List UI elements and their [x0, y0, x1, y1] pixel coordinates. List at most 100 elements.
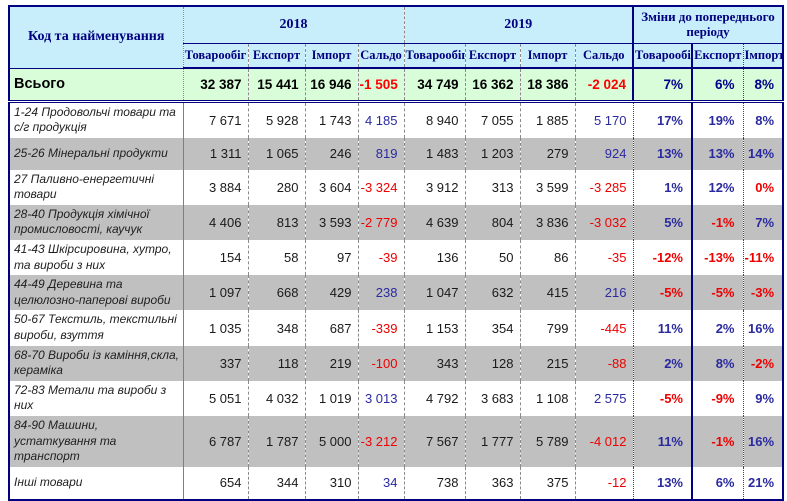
column-group-2019: 2019: [403, 6, 633, 44]
cell-turnover-change: 2%: [632, 345, 692, 381]
cell-export-2018: 813: [247, 204, 305, 241]
cell-balance-2019: 2 575: [574, 380, 633, 416]
col-header-turnover-change: Товарообіг: [632, 43, 692, 69]
row-label: 68-70 Вироби із каміння,скла, кераміка: [9, 345, 184, 381]
cell-turnover-change: 11%: [632, 310, 692, 346]
cell-turnover-change: 7%: [632, 68, 692, 103]
header-columns-row: Товарообіг Експорт Імпорт Сальдо Товароо…: [9, 43, 784, 69]
cell-balance-2019: -88: [574, 345, 633, 381]
cell-turnover-change: 13%: [632, 466, 692, 500]
cell-import-2019: 415: [519, 275, 575, 311]
cell-import-2019: 375: [519, 466, 575, 500]
cell-import-2019: 86: [519, 240, 575, 276]
cell-turnover-2019: 136: [403, 240, 465, 276]
cell-import-change: 8%: [742, 68, 784, 103]
cell-import-change: 16%: [742, 416, 784, 467]
cell-balance-2019: -3 032: [574, 204, 633, 241]
cell-export-2018: 1 065: [247, 137, 305, 170]
trade-statistics-table: Код та найменування 2018 2019 Зміни до п…: [8, 5, 785, 501]
trade-statistics-table-wrapper: Код та найменування 2018 2019 Зміни до п…: [8, 5, 787, 501]
cell-import-2018: 1 019: [304, 380, 358, 416]
cell-export-2018: 5 928: [247, 101, 305, 138]
cell-import-2018: 310: [304, 466, 358, 500]
cell-turnover-2018: 654: [183, 466, 248, 500]
cell-balance-2018: 3 013: [357, 380, 404, 416]
cell-export-2018: 348: [247, 310, 305, 346]
col-header-balance-2018: Сальдо: [357, 43, 404, 69]
cell-import-2018: 1 743: [304, 101, 358, 138]
cell-turnover-2019: 1 153: [403, 310, 465, 346]
cell-export-2019: 804: [464, 204, 520, 241]
cell-import-change: -3%: [742, 275, 784, 311]
col-header-import-2019: Імпорт: [519, 43, 575, 69]
cell-import-change: 9%: [742, 380, 784, 416]
cell-turnover-2019: 3 912: [403, 169, 465, 205]
cell-import-2019: 1 885: [519, 101, 575, 138]
cell-export-change: -9%: [691, 380, 743, 416]
col-header-turnover-2019: Товарообіг: [403, 43, 465, 69]
cell-turnover-2018: 3 884: [183, 169, 248, 205]
cell-turnover-change: -5%: [632, 380, 692, 416]
row-label: 41-43 Шкірсировина, хутро, та вироби з н…: [9, 240, 184, 276]
cell-turnover-change: -12%: [632, 240, 692, 276]
cell-import-change: 14%: [742, 137, 784, 170]
cell-import-2018: 687: [304, 310, 358, 346]
cell-export-change: 2%: [691, 310, 743, 346]
cell-import-2018: 429: [304, 275, 358, 311]
cell-turnover-2019: 4 792: [403, 380, 465, 416]
table-row: Інші товари 654 344 310 34 738 363 375 -…: [9, 466, 784, 500]
cell-turnover-2019: 34 749: [403, 68, 465, 103]
table-row: 27 Паливно-енергетичні товари 3 884 280 …: [9, 169, 784, 205]
cell-import-2019: 3 836: [519, 204, 575, 241]
cell-export-2019: 128: [464, 345, 520, 381]
row-label: 84-90 Машини, устаткування та транспорт: [9, 416, 184, 467]
cell-turnover-2018: 6 787: [183, 416, 248, 467]
cell-export-2018: 118: [247, 345, 305, 381]
cell-export-change: -1%: [691, 204, 743, 241]
cell-turnover-2018: 1 035: [183, 310, 248, 346]
cell-import-2019: 799: [519, 310, 575, 346]
cell-export-2019: 354: [464, 310, 520, 346]
cell-export-change: 19%: [691, 101, 743, 138]
col-header-turnover-2018: Товарообіг: [183, 43, 248, 69]
cell-export-2019: 3 683: [464, 380, 520, 416]
cell-turnover-change: 17%: [632, 101, 692, 138]
cell-export-2018: 280: [247, 169, 305, 205]
column-group-change: Зміни до попереднього періоду: [631, 6, 784, 44]
cell-export-change: -5%: [691, 275, 743, 311]
cell-balance-2019: 924: [574, 137, 633, 170]
cell-export-change: -1%: [691, 416, 743, 467]
col-header-balance-2019: Сальдо: [574, 43, 633, 69]
cell-turnover-2018: 1 097: [183, 275, 248, 311]
cell-balance-2018: -339: [357, 310, 404, 346]
row-label: 1-24 Продовольчі товари та с/г продукція: [9, 101, 184, 138]
cell-export-2018: 58: [247, 240, 305, 276]
cell-balance-2018: -39: [357, 240, 404, 276]
cell-balance-2019: -2 024: [574, 68, 633, 103]
cell-import-2018: 97: [304, 240, 358, 276]
cell-balance-2018: 819: [357, 137, 404, 170]
cell-import-2018: 5 000: [304, 416, 358, 467]
cell-export-2018: 1 787: [247, 416, 305, 467]
cell-export-change: 8%: [691, 345, 743, 381]
cell-export-2019: 50: [464, 240, 520, 276]
cell-import-2019: 3 599: [519, 169, 575, 205]
cell-export-2018: 668: [247, 275, 305, 311]
cell-import-2019: 279: [519, 137, 575, 170]
cell-export-2019: 632: [464, 275, 520, 311]
cell-export-change: 6%: [691, 68, 743, 103]
cell-import-change: -2%: [742, 345, 784, 381]
col-header-import-change: Імпорт: [742, 43, 784, 69]
cell-balance-2019: -4 012: [574, 416, 633, 467]
cell-balance-2018: -1 505: [357, 68, 404, 103]
cell-import-2019: 5 789: [519, 416, 575, 467]
cell-turnover-2018: 7 671: [183, 101, 248, 138]
cell-import-change: 0%: [742, 169, 784, 205]
cell-export-2019: 1 203: [464, 137, 520, 170]
cell-export-change: 13%: [691, 137, 743, 170]
cell-import-change: 21%: [742, 466, 784, 500]
cell-balance-2019: -35: [574, 240, 633, 276]
column-group-2018: 2018: [183, 6, 404, 44]
cell-import-2018: 246: [304, 137, 358, 170]
cell-balance-2018: 238: [357, 275, 404, 311]
